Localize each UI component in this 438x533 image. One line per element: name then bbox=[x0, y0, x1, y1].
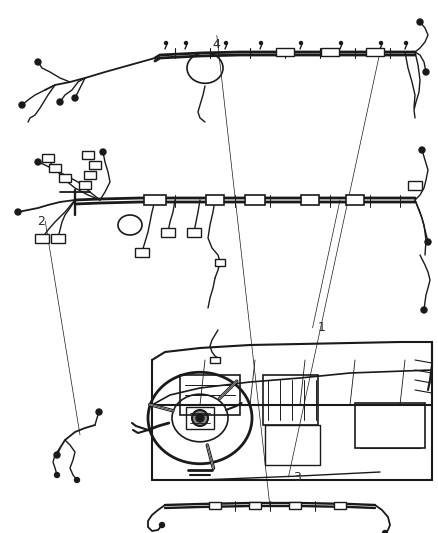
Bar bbox=[89, 161, 101, 169]
Bar bbox=[187, 228, 201, 237]
Circle shape bbox=[100, 149, 106, 155]
Ellipse shape bbox=[192, 410, 208, 426]
Text: 1: 1 bbox=[318, 321, 325, 334]
Circle shape bbox=[165, 42, 167, 44]
Bar bbox=[215, 259, 225, 265]
Circle shape bbox=[72, 95, 78, 101]
Bar bbox=[209, 502, 221, 508]
Circle shape bbox=[19, 102, 25, 108]
Circle shape bbox=[405, 42, 407, 44]
Circle shape bbox=[196, 414, 204, 422]
Bar bbox=[206, 195, 224, 205]
Bar bbox=[334, 502, 346, 508]
Circle shape bbox=[96, 409, 102, 415]
Circle shape bbox=[159, 522, 165, 528]
Bar bbox=[321, 48, 339, 56]
Circle shape bbox=[225, 42, 227, 44]
Bar bbox=[42, 154, 54, 162]
Bar bbox=[366, 48, 384, 56]
Bar bbox=[245, 195, 265, 205]
Bar bbox=[51, 233, 65, 243]
Bar bbox=[59, 174, 71, 182]
Bar bbox=[135, 247, 149, 256]
Circle shape bbox=[379, 42, 382, 44]
Bar bbox=[262, 375, 318, 425]
Circle shape bbox=[35, 159, 41, 165]
Circle shape bbox=[259, 42, 262, 44]
Circle shape bbox=[54, 472, 60, 478]
Circle shape bbox=[382, 530, 388, 533]
Bar bbox=[180, 375, 240, 415]
Circle shape bbox=[339, 42, 343, 44]
Bar bbox=[82, 151, 94, 159]
Circle shape bbox=[74, 478, 80, 482]
Bar bbox=[79, 181, 91, 189]
Bar bbox=[289, 502, 301, 508]
Circle shape bbox=[417, 19, 423, 25]
Circle shape bbox=[419, 147, 425, 153]
Bar bbox=[186, 407, 214, 429]
Circle shape bbox=[421, 307, 427, 313]
Circle shape bbox=[57, 99, 63, 105]
Circle shape bbox=[15, 209, 21, 215]
Text: 4: 4 bbox=[213, 38, 221, 51]
Bar bbox=[346, 195, 364, 205]
Text: 3: 3 bbox=[293, 471, 301, 483]
Bar bbox=[84, 171, 96, 179]
Bar bbox=[144, 195, 166, 205]
Circle shape bbox=[184, 42, 187, 44]
Bar bbox=[408, 181, 422, 190]
Circle shape bbox=[54, 452, 60, 458]
Circle shape bbox=[423, 69, 429, 75]
Bar bbox=[301, 195, 319, 205]
Bar bbox=[249, 502, 261, 508]
Circle shape bbox=[300, 42, 303, 44]
Circle shape bbox=[425, 239, 431, 245]
Text: 2: 2 bbox=[37, 215, 45, 228]
Bar bbox=[355, 402, 425, 448]
Bar bbox=[276, 48, 294, 56]
Bar bbox=[161, 228, 175, 237]
Bar bbox=[49, 164, 61, 172]
Circle shape bbox=[35, 59, 41, 65]
Bar bbox=[35, 233, 49, 243]
Bar bbox=[210, 357, 220, 363]
